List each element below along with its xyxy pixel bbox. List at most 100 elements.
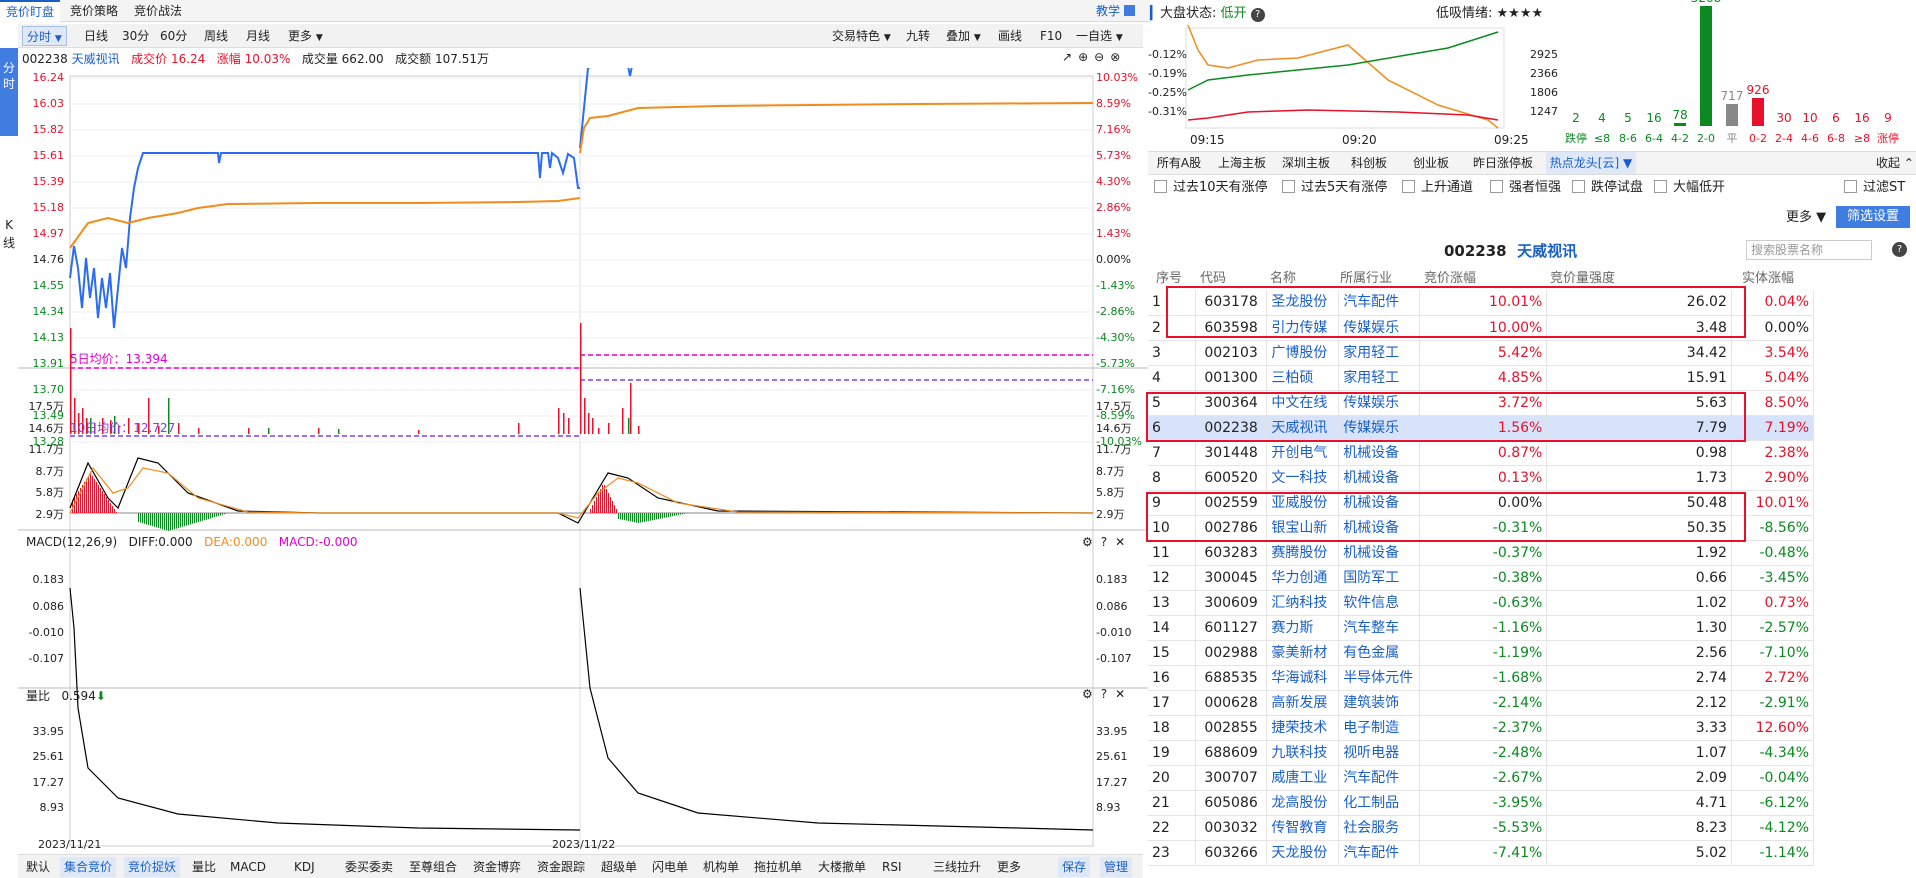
filter-checkbox-0[interactable]: 过去10天有涨停 [1154, 178, 1268, 198]
column-header-4[interactable]: 竞价涨幅 [1424, 271, 1477, 286]
macd-bar [616, 509, 617, 513]
overlay-button[interactable]: 叠加 ▼ [946, 29, 981, 43]
table-row[interactable]: 16 688535 华海诚科 半导体元件 -1.68% 2.74 2.72% [1148, 665, 1815, 691]
period-daily[interactable]: 日线 [84, 29, 109, 43]
filter-checkbox-1[interactable]: 过去5天有涨停 [1282, 178, 1387, 198]
help-icon[interactable]: ? [1892, 242, 1907, 257]
indicator-tab-0[interactable]: 默认 [26, 860, 51, 874]
indicator-tab-3[interactable]: 量比 [192, 860, 217, 874]
column-header-5[interactable]: 竞价量强度 [1550, 271, 1616, 286]
draw-line-button[interactable]: 画线 [998, 29, 1023, 43]
indicator-tab-2[interactable]: 竞价捉妖 [124, 857, 181, 877]
table-row[interactable]: 22 003032 传智教育 社会服务 -5.53% 8.23 -4.12% [1148, 815, 1815, 841]
indicator-tab-4[interactable]: MACD [230, 860, 266, 874]
gear-icon[interactable]: ⚙ [1082, 535, 1101, 549]
intraday-chart[interactable] [18, 68, 1148, 854]
f10-button[interactable]: F10 [1040, 29, 1063, 43]
table-row[interactable]: 23 603266 天龙股份 汽车配件 -7.41% 5.02 -1.14% [1148, 840, 1815, 866]
bottom-action-1[interactable]: 管理 [1100, 857, 1133, 877]
indicator-tab-7[interactable]: 至尊组合 [409, 860, 458, 874]
period-more[interactable]: 更多 ▼ [288, 29, 323, 43]
segment-2[interactable]: 深圳主板 [1281, 156, 1330, 170]
filter-checkbox-3[interactable]: 强者恒强 [1490, 178, 1561, 198]
watchlist-button[interactable]: 一自选 ▼ [1076, 29, 1123, 43]
side-tab-intraday[interactable]: 分时 [0, 48, 18, 136]
indicator-tab-14[interactable]: 大楼撤单 [818, 860, 867, 874]
segment-1[interactable]: 上海主板 [1217, 156, 1266, 170]
trade-feature-button[interactable]: 交易特色 ▼ [832, 29, 891, 43]
segment-4[interactable]: 创业板 [1412, 156, 1449, 170]
table-row[interactable]: 4 001300 三柏硕 家用轻工 4.85% 15.91 5.04% [1148, 365, 1815, 391]
segment-3[interactable]: 科创板 [1350, 156, 1387, 170]
column-header-3[interactable]: 所属行业 [1340, 271, 1393, 286]
indicator-tab-12[interactable]: 机构单 [703, 860, 740, 874]
add-icon[interactable]: ⊕ [1078, 50, 1095, 64]
nine-turn-button[interactable]: 九转 [906, 29, 931, 43]
filter-checkbox-6[interactable]: 过滤ST [1844, 178, 1905, 198]
indicator-tab-8[interactable]: 资金博弈 [473, 860, 522, 874]
indicator-tab-6[interactable]: 委买委卖 [345, 860, 394, 874]
table-row[interactable]: 9 002559 亚威股份 机械设备 0.00% 50.48 10.01% [1148, 490, 1815, 516]
filter-checkbox-4[interactable]: 跌停试盘 [1572, 178, 1643, 198]
table-row[interactable]: 1 603178 圣龙股份 汽车配件 10.01% 26.02 0.04% [1148, 290, 1815, 316]
segment-6[interactable]: 热点龙头[云] ▼ [1546, 152, 1636, 174]
minus-icon[interactable]: ⊖ [1094, 50, 1111, 64]
table-row[interactable]: 18 002855 捷荣技术 电子制造 -2.37% 3.33 12.60% [1148, 715, 1815, 741]
table-row[interactable]: 12 300045 华力创通 国防军工 -0.38% 0.66 -3.45% [1148, 565, 1815, 591]
table-row[interactable]: 6 002238 天威视讯 传媒娱乐 1.56% 7.79 7.19% [1148, 415, 1815, 441]
help-icon[interactable]: ? [1250, 8, 1265, 22]
segment-0[interactable]: 所有A股 [1156, 156, 1202, 170]
filter-checkbox-5[interactable]: 大幅低开 [1654, 178, 1725, 198]
collapse-button[interactable]: 收起 ⌃ [1876, 156, 1914, 170]
filter-checkbox-2[interactable]: 上升通道 [1402, 178, 1473, 198]
stock-search-input[interactable]: 搜索股票名称 [1746, 240, 1872, 260]
close-icon[interactable]: ✕ [1115, 535, 1134, 549]
tab-auction-watch[interactable]: 竞价盯盘 [0, 0, 61, 22]
column-header-0[interactable]: 序号 [1156, 271, 1183, 286]
indicator-tab-17[interactable]: 更多 [997, 860, 1022, 874]
indicator-tab-9[interactable]: 资金跟踪 [537, 860, 586, 874]
bottom-action-0[interactable]: 保存 [1058, 857, 1091, 877]
indicator-tab-1[interactable]: 集合竞价 [60, 857, 117, 877]
indicator-tab-16[interactable]: 三线拉升 [933, 860, 982, 874]
close-icon[interactable]: ✕ [1115, 687, 1134, 701]
table-row[interactable]: 19 688609 九联科技 视听电器 -2.48% 1.07 -4.34% [1148, 740, 1815, 766]
indicator-tab-13[interactable]: 拖拉机单 [754, 860, 803, 874]
period-monthly[interactable]: 月线 [246, 29, 271, 43]
period-30min[interactable]: 30分 [122, 29, 150, 43]
table-row[interactable]: 15 002988 豪美新材 有色金属 -1.19% 2.56 -7.10% [1148, 640, 1815, 666]
table-row[interactable]: 13 300609 汇纳科技 软件信息 -0.63% 1.02 0.73% [1148, 590, 1815, 616]
column-header-1[interactable]: 代码 [1200, 271, 1227, 286]
table-row[interactable]: 11 603283 赛腾股份 机械设备 -0.37% 1.92 -0.48% [1148, 540, 1815, 566]
period-60min[interactable]: 60分 [160, 29, 188, 43]
more-filter-button[interactable]: 更多 ▼ [1786, 210, 1827, 225]
table-row[interactable]: 7 301448 开创电气 机械设备 0.87% 0.98 2.38% [1148, 440, 1815, 466]
close-icon[interactable]: ⊗ [1110, 50, 1127, 64]
gear-icon[interactable]: ⚙ [1082, 687, 1101, 701]
cell-竞价量强度: 0.98 [1546, 440, 1732, 466]
period-weekly[interactable]: 周线 [204, 29, 229, 43]
tab-auction-tactics[interactable]: 竞价战法 [134, 4, 183, 18]
tab-auction-strategy[interactable]: 竞价策略 [70, 4, 119, 18]
table-row[interactable]: 20 300707 威唐工业 汽车配件 -2.67% 2.09 -0.04% [1148, 765, 1815, 791]
table-row[interactable]: 14 601127 赛力斯 汽车整车 -1.16% 1.30 -2.57% [1148, 615, 1815, 641]
table-row[interactable]: 21 605086 龙高股份 化工制品 -3.95% 4.71 -6.12% [1148, 790, 1815, 816]
segment-5[interactable]: 昨日涨停板 [1472, 156, 1533, 170]
help-icon[interactable]: ? [1100, 535, 1116, 549]
column-header-2[interactable]: 名称 [1270, 271, 1297, 286]
table-row[interactable]: 8 600520 文一科技 机械设备 0.13% 1.73 2.90% [1148, 465, 1815, 491]
table-row[interactable]: 3 002103 广博股份 家用轻工 5.42% 34.42 3.54% [1148, 340, 1815, 366]
help-icon[interactable]: ? [1100, 687, 1116, 701]
table-row[interactable]: 5 300364 中文在线 传媒娱乐 3.72% 5.63 8.50% [1148, 390, 1815, 416]
screen-settings-button[interactable]: 筛选设置 [1836, 206, 1910, 228]
indicator-tab-5[interactable]: KDJ [294, 860, 315, 874]
indicator-tab-15[interactable]: RSI [882, 860, 902, 874]
indicator-tab-11[interactable]: 闪电单 [652, 860, 689, 874]
teach-link[interactable]: 教学 [1090, 0, 1141, 22]
indicator-tab-10[interactable]: 超级单 [601, 860, 638, 874]
share-icon[interactable]: ↗ [1062, 50, 1079, 64]
column-header-6[interactable]: 实体涨幅 [1742, 271, 1795, 286]
table-row[interactable]: 17 000628 高新发展 建筑装饰 -2.14% 2.12 -2.91% [1148, 690, 1815, 716]
period-intraday[interactable]: 分时 ▼ [22, 26, 67, 46]
